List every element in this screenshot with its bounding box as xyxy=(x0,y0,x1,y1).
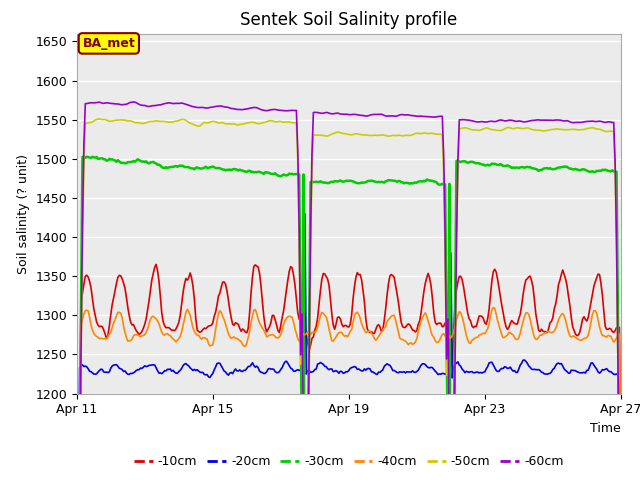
Legend: -10cm, -20cm, -30cm, -40cm, -50cm, -60cm: -10cm, -20cm, -30cm, -40cm, -50cm, -60cm xyxy=(129,450,568,473)
Title: Sentek Soil Salinity profile: Sentek Soil Salinity profile xyxy=(240,11,458,29)
Y-axis label: Soil salinity (? unit): Soil salinity (? unit) xyxy=(17,154,29,274)
Text: BA_met: BA_met xyxy=(83,37,135,50)
X-axis label: Time: Time xyxy=(590,422,621,435)
